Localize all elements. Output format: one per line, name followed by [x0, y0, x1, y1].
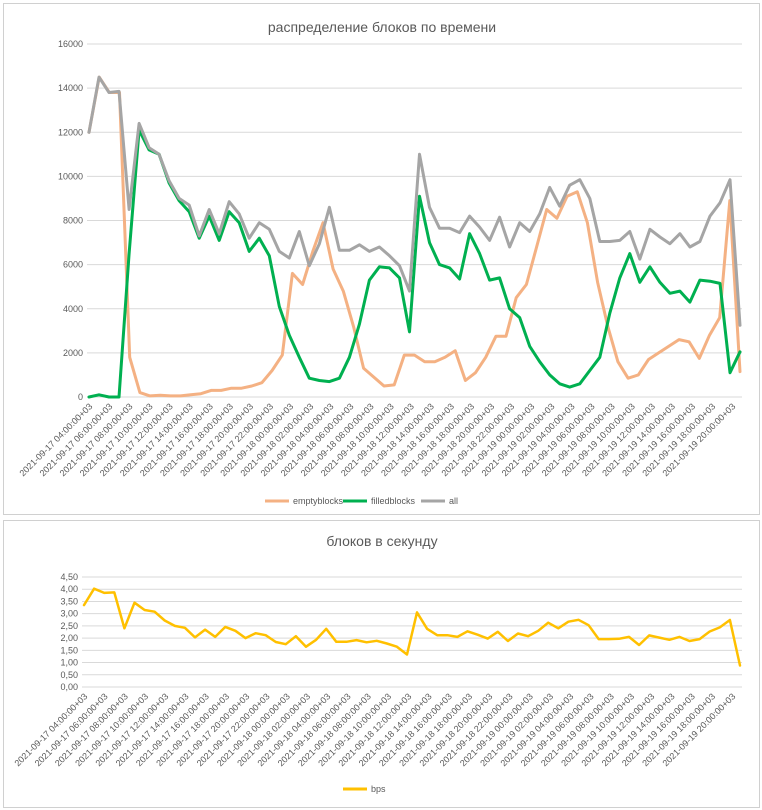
series-line-emptyblocks — [87, 75, 742, 398]
y-tick-label: 1,50 — [60, 645, 78, 655]
chart-blocks-per-second: блоков в секунду 0,00 0,50 1,00 1,50 2,00 2,50… — [3, 520, 760, 808]
series-line-bps — [82, 587, 742, 667]
y-tick-label: 4,50 — [60, 572, 78, 582]
y-tick-label: 8000 — [63, 216, 83, 226]
y-tick-label: 3,00 — [60, 609, 78, 619]
y-tick-label: 12000 — [58, 127, 83, 137]
series-line-all — [87, 75, 742, 327]
y-tick-label: 1,00 — [60, 658, 78, 668]
chart-title: блоков в секунду — [326, 533, 437, 549]
y-tick-label: 6000 — [63, 260, 83, 270]
y-tick-label: 14000 — [58, 83, 83, 93]
y-tick-label: 0,50 — [60, 670, 78, 680]
y-tick-label: 0 — [78, 392, 83, 402]
y-tick-label: 10000 — [58, 171, 83, 181]
y-tick-label: 2000 — [63, 348, 83, 358]
y-tick-label: 2,00 — [60, 633, 78, 643]
series-line-filledblocks — [87, 128, 742, 399]
chart-block-distribution: распределение блоков по времени 0 2000 4000… — [3, 3, 760, 515]
y-tick-label: 2,50 — [60, 621, 78, 631]
chart-blocks-per-second-svg: блоков в секунду 0,00 0,50 1,00 1,50 2,00 2,50… — [12, 533, 742, 794]
y-tick-label: 4000 — [63, 304, 83, 314]
y-tick-label: 3,50 — [60, 596, 78, 606]
legend-label-bps: bps — [371, 784, 386, 794]
y-tick-label: 4,00 — [60, 584, 78, 594]
legend-label-filledblocks: filledblocks — [371, 496, 416, 506]
legend-label-all: all — [449, 496, 458, 506]
y-tick-label: 0,00 — [60, 682, 78, 692]
chart-title: распределение блоков по времени — [268, 19, 496, 35]
legend-label-emptyblocks: emptyblocks — [293, 496, 344, 506]
y-tick-label: 16000 — [58, 39, 83, 49]
chart-block-distribution-svg: распределение блоков по времени 0 2000 4000… — [17, 19, 742, 506]
